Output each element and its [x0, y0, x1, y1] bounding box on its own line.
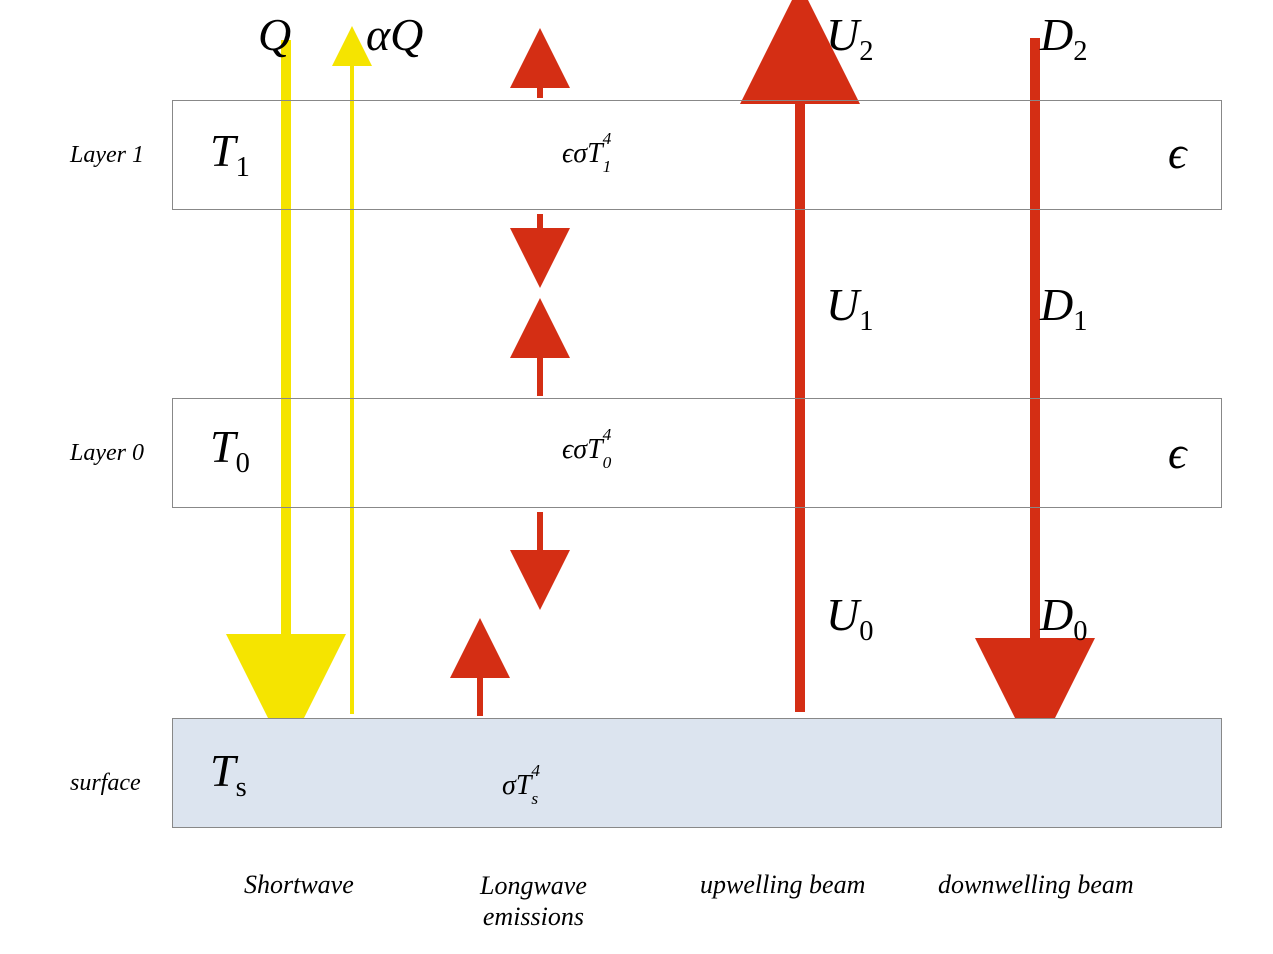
layer1-box	[172, 100, 1222, 210]
label-upwelling: upwelling beam	[700, 870, 865, 900]
label-D2: D2	[1040, 8, 1088, 68]
label-Ts: Ts	[210, 744, 247, 804]
label-Q: Q	[258, 8, 291, 61]
label-T0-sub: 0	[236, 448, 250, 479]
label-T1-base: T	[210, 125, 236, 176]
sigma-char: σ	[573, 138, 587, 169]
label-longwave-l1: Longwave	[480, 871, 587, 900]
label-eps-layer0: ϵ	[1168, 426, 1187, 479]
side-label-layer0: Layer 0	[70, 440, 144, 467]
label-D2-base: D	[1040, 9, 1073, 60]
eps-char: ϵ	[562, 138, 573, 169]
label-eps-layer1: ϵ	[1168, 126, 1187, 179]
label-shortwave: Shortwave	[244, 870, 354, 900]
label-D1-sub: 1	[1073, 306, 1087, 337]
T-char: T	[516, 770, 532, 801]
sub0: 0	[603, 453, 612, 473]
label-T1: T1	[210, 124, 250, 184]
exp4: 4	[603, 129, 612, 149]
label-D1-base: D	[1040, 279, 1073, 330]
label-Ts-sub: s	[236, 772, 247, 803]
T-char: T	[587, 434, 603, 465]
side-label-surface: surface	[70, 770, 141, 797]
T-char: T	[587, 138, 603, 169]
label-U1-sub: 1	[859, 306, 873, 337]
label-D2-sub: 2	[1073, 36, 1087, 67]
label-emit-T0: ϵσT40	[562, 434, 617, 466]
label-D1: D1	[1040, 278, 1088, 338]
label-longwave-l2: emissions	[483, 902, 584, 931]
side-label-layer1: Layer 1	[70, 142, 144, 169]
label-U2: U2	[826, 8, 874, 68]
label-alphaQ: αQ	[366, 8, 423, 61]
label-downwelling: downwelling beam	[938, 870, 1134, 900]
sub1: 1	[603, 157, 612, 177]
subs: s	[531, 789, 538, 809]
diagram-root: Layer 1 Layer 0 surface Q αQ U2 D2 U1 D1…	[0, 0, 1273, 954]
label-D0-sub: 0	[1073, 616, 1087, 647]
label-U2-base: U	[826, 9, 859, 60]
label-U2-sub: 2	[859, 36, 873, 67]
label-D0: D0	[1040, 588, 1088, 648]
label-emit-T1: ϵσT41	[562, 138, 617, 170]
label-T0: T0	[210, 420, 250, 480]
label-U0-base: U	[826, 589, 859, 640]
label-Ts-base: T	[210, 745, 236, 796]
label-U1-base: U	[826, 279, 859, 330]
label-U0-sub: 0	[859, 616, 873, 647]
label-longwave: Longwave emissions	[480, 870, 587, 932]
sigma-char: σ	[573, 434, 587, 465]
label-D0-base: D	[1040, 589, 1073, 640]
label-T1-sub: 1	[236, 152, 250, 183]
label-emit-Ts: σT4s	[502, 770, 545, 802]
exp4: 4	[531, 761, 540, 781]
eps-char: ϵ	[562, 434, 573, 465]
sigma-char: σ	[502, 770, 516, 801]
label-U1: U1	[826, 278, 874, 338]
surface-box	[172, 718, 1222, 828]
layer0-box	[172, 398, 1222, 508]
label-U0: U0	[826, 588, 874, 648]
exp4: 4	[603, 425, 612, 445]
label-T0-base: T	[210, 421, 236, 472]
